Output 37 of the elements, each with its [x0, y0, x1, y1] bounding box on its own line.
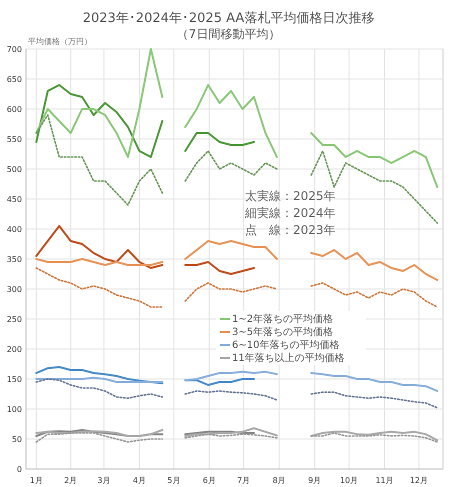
- y-tick-label: 300: [6, 284, 22, 294]
- legend-label: 11年落ち以上の平均価格: [232, 352, 345, 364]
- y-tick-label: 500: [6, 164, 22, 174]
- y-tick-label: 0: [16, 464, 22, 474]
- x-tick-label: 1月: [30, 476, 43, 485]
- x-tick-label: 7月: [237, 476, 250, 485]
- y-tick-label: 550: [6, 134, 22, 144]
- y-tick-label: 400: [6, 224, 22, 234]
- annotation: 点 線：2023年: [245, 223, 336, 237]
- y-tick-label: 200: [6, 344, 22, 354]
- chart-subtitle: （7日間移動平均）: [176, 27, 280, 41]
- legend-label: 1~2年落ちの平均価格: [232, 313, 334, 325]
- chart-title: 2023年･2024年･2025 AA落札平均価格日次推移: [82, 11, 374, 26]
- y-tick-label: 150: [6, 374, 22, 384]
- x-tick-label: 3月: [97, 476, 110, 485]
- annotation: 太実線：2025年: [245, 189, 336, 203]
- y-tick-label: 50: [12, 434, 22, 444]
- y-tick-label: 100: [6, 404, 22, 414]
- x-tick-label: 4月: [132, 476, 146, 485]
- legend-label: 6~10年落ちの平均価格: [232, 339, 340, 351]
- y-tick-label: 600: [6, 104, 22, 114]
- annotation: 細実線：2024年: [244, 206, 336, 220]
- x-tick-label: 12月: [410, 476, 428, 485]
- x-tick-label: 11月: [375, 476, 394, 485]
- legend-label: 3~5年落ちの平均価格: [232, 326, 334, 338]
- y-tick-label: 700: [6, 44, 22, 54]
- x-tick-label: 2月: [64, 476, 78, 485]
- x-tick-label: 6月: [202, 476, 216, 485]
- y-tick-label: 650: [6, 74, 22, 84]
- x-tick-label: 8月: [272, 476, 286, 485]
- y-axis-title: 平均価格（万円）: [28, 37, 92, 46]
- x-tick-label: 5月: [167, 476, 180, 485]
- y-tick-label: 350: [6, 254, 22, 264]
- y-tick-label: 450: [6, 194, 22, 204]
- y-tick-label: 250: [6, 314, 22, 324]
- x-tick-label: 10月: [340, 476, 358, 485]
- x-tick-label: 9月: [308, 476, 322, 485]
